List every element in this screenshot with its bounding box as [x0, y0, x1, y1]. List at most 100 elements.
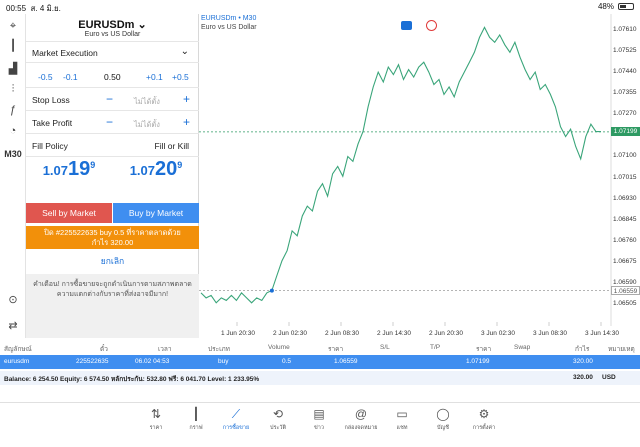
chart-search-icon[interactable]: ⊙	[8, 293, 18, 306]
x-tick-label: 2 Jun 20:30	[429, 330, 463, 337]
ask-price: 1.07209	[129, 158, 183, 180]
x-tick-label: 2 Jun 14:30	[377, 330, 411, 337]
take-profit-input[interactable]: ไม่ได้ตั้ง	[134, 120, 160, 129]
col-price: ราคา	[476, 346, 492, 353]
y-tick-label: 1.07525	[613, 47, 637, 54]
tab-mailbox[interactable]: @ กล่องจดหมาย	[341, 407, 381, 432]
sync-icon[interactable]: ⇄	[8, 319, 18, 332]
col-comment: หมายเหตุ	[608, 346, 635, 353]
current-price-tag: 1.07199	[611, 127, 640, 137]
volume-plus-05[interactable]: +0.5	[172, 72, 189, 82]
order-panel: EURUSDm ⌄ Euro vs US Dollar Market Execu…	[26, 14, 199, 338]
volume-stepper: -0.5 -0.1 0.50 +0.1 +0.5	[26, 64, 199, 88]
tab-settings[interactable]: ⚙ การตั้งค่า	[464, 407, 504, 432]
tab-quotes[interactable]: ⇅ ราคา	[136, 407, 176, 432]
take-profit-plus-button[interactable]: +	[183, 115, 191, 129]
y-tick-label: 1.06590	[613, 278, 637, 286]
battery-icon	[618, 3, 634, 10]
stop-loss-input[interactable]: ไม่ได้ตั้ง	[134, 97, 160, 106]
news-icon: ▤	[313, 407, 325, 421]
tab-chat[interactable]: ▭ แชท	[382, 407, 422, 432]
tab-chart[interactable]: ┃ กราฟ	[176, 407, 216, 432]
price-chart[interactable]: EURUSDm • M30 Euro vs US Dollar 1.07610 1…	[199, 14, 640, 338]
col-tp: T/P	[430, 344, 441, 351]
sell-by-market-button[interactable]: Sell by Market	[26, 203, 112, 223]
buy-by-market-button[interactable]: Buy by Market	[113, 203, 199, 223]
x-tick-label: 2 Jun 08:30	[325, 330, 359, 337]
tab-history[interactable]: ⟲ ประวัติ	[258, 407, 298, 432]
function-icon[interactable]: ƒ	[9, 104, 17, 116]
close-position-button[interactable]: ปิด #225522635 buy 0.5 ที่ราคาตลาดด้วย ก…	[26, 226, 199, 249]
chat-icon: ▭	[396, 407, 408, 421]
col-profit: กำไร	[575, 346, 590, 353]
col-swap: Swap	[514, 344, 531, 351]
volume-minus-01[interactable]: -0.1	[63, 72, 78, 82]
table-row[interactable]: eurusdm 225522635 06.02 04:53 buy 0.5 1.…	[0, 355, 640, 369]
stop-loss-minus-button[interactable]: −	[106, 92, 114, 106]
symbol-description: Euro vs US Dollar	[84, 31, 141, 38]
chevron-down-icon: ⌄	[180, 46, 189, 57]
fill-policy-value: Fill or Kill	[154, 141, 189, 151]
y-tick-label: 1.06845	[613, 215, 637, 223]
chart-subtitle: Euro vs US Dollar	[201, 24, 257, 31]
positions-table: สัญลักษณ์ ตั๋ว เวลา ประเภท Volume ราคา S…	[0, 338, 640, 400]
cancel-button[interactable]: ยกเลิก	[100, 256, 125, 266]
y-tick-label: 1.06505	[613, 300, 637, 308]
y-tick-label: 1.07015	[613, 173, 637, 181]
chevron-down-icon: ⌄	[137, 19, 147, 31]
tab-news[interactable]: ▤ ข่าว	[299, 407, 339, 432]
x-tick-label: 3 Jun 08:30	[533, 330, 567, 337]
bid-price: 1.07199	[42, 158, 96, 180]
flag-eu-icon	[401, 21, 412, 30]
col-open-price: ราคา	[328, 346, 344, 353]
execution-type-select[interactable]: Market Execution ⌄	[26, 41, 199, 63]
chart-icon: ┃	[192, 407, 200, 421]
tab-trade[interactable]: ⟋ การซื้อขาย	[216, 407, 256, 432]
quotes-icon: ⇅	[150, 407, 162, 421]
take-profit-minus-button[interactable]: −	[106, 115, 114, 129]
left-toolbar: ⌖ ┃ ▟ ⫶ ƒ ◔ M30 ⊙ ⇄	[0, 14, 26, 338]
fill-policy-row[interactable]: Fill Policy Fill or Kill	[26, 135, 199, 157]
settings-icon: ⚙	[478, 407, 490, 421]
x-tick-label: 3 Jun 14:30	[585, 330, 619, 337]
y-tick-label: 1.06675	[613, 257, 637, 265]
battery-percent: 48%	[597, 2, 614, 11]
bottom-tab-bar: ⇅ ราคา ┃ กราฟ ⟋ การซื้อขาย ⟲ ประวัติ ▤ ข่าว @…	[0, 402, 640, 447]
col-sl: S/L	[380, 344, 390, 351]
shapes-icon[interactable]: ◔	[9, 125, 17, 137]
volume-minus-05[interactable]: -0.5	[38, 72, 53, 82]
y-tick-label: 1.06760	[613, 236, 637, 244]
stop-loss-plus-button[interactable]: +	[183, 92, 191, 106]
col-type: ประเภท	[208, 346, 230, 353]
currency-label: USD	[602, 374, 616, 381]
mail-icon: @	[354, 407, 368, 421]
symbol-selector[interactable]: EURUSDm ⌄	[78, 19, 147, 31]
y-tick-label: 1.07610	[613, 25, 637, 33]
tab-account[interactable]: ◯ บัญชี	[423, 407, 463, 432]
col-ticket: ตั๋ว	[100, 346, 108, 353]
col-volume: Volume	[268, 344, 290, 351]
status-bar: 00:55 ส. 4 มิ.ย. 48%	[0, 0, 640, 14]
y-tick-label: 1.07270	[613, 110, 637, 118]
crosshair-icon[interactable]: ⌖	[9, 19, 17, 32]
timeframe-button[interactable]: M30	[4, 149, 22, 159]
bars-chart-icon[interactable]: ▟	[8, 62, 18, 75]
status-time: 00:55 ส. 4 มิ.ย.	[6, 4, 61, 13]
trade-icon: ⟋	[231, 407, 241, 421]
entry-marker	[269, 288, 274, 293]
volume-plus-01[interactable]: +0.1	[146, 72, 163, 82]
y-tick-label: 1.07355	[613, 89, 637, 97]
stop-loss-row: Stop Loss − ไม่ได้ตั้ง +	[26, 89, 199, 111]
y-tick-label: 1.07100	[613, 152, 637, 160]
flag-us-icon	[426, 20, 437, 31]
candles-icon[interactable]: ┃	[9, 39, 17, 52]
volume-value[interactable]: 0.50	[104, 72, 121, 82]
x-tick-label: 3 Jun 02:30	[481, 330, 515, 337]
sliders-icon[interactable]: ⫶	[11, 82, 15, 95]
balance-summary: Balance: 6 254.50 Equity: 6 574.50 หลักป…	[0, 371, 640, 385]
market-warning: คำเตือน! การซื้อขายจะถูกดำเนินการตามสภาพ…	[26, 274, 199, 338]
take-profit-row: Take Profit − ไม่ได้ตั้ง +	[26, 112, 199, 134]
price-series-line	[200, 26, 601, 304]
total-profit: 320.00	[573, 374, 593, 381]
x-tick-label: 1 Jun 20:30	[221, 330, 255, 337]
